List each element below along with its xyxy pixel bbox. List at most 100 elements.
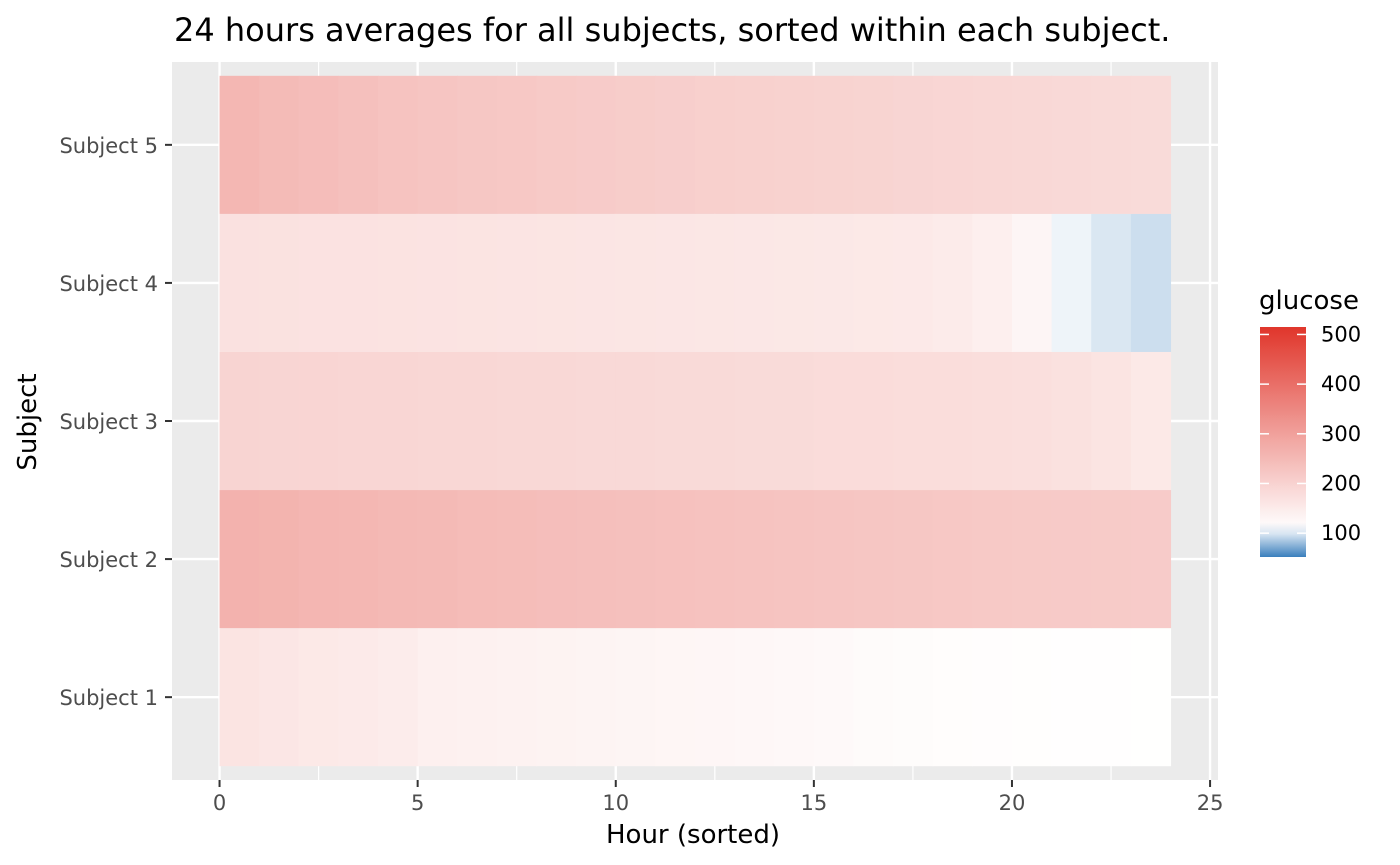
heatmap-tile (298, 490, 340, 629)
heatmap-tile (853, 628, 894, 767)
heatmap-tile (457, 490, 498, 629)
heatmap-tile (893, 213, 934, 352)
heatmap-tile (734, 490, 775, 629)
heatmap-tile (1011, 351, 1053, 491)
heatmap-tile (338, 490, 379, 629)
heatmap-tile (972, 490, 1013, 629)
heatmap-tile (932, 628, 973, 767)
heatmap-tile (853, 351, 894, 491)
heatmap-tile (457, 213, 498, 352)
heatmap-tiles (219, 75, 1172, 767)
heatmap-tile (457, 351, 498, 491)
heatmap-tile (417, 75, 458, 214)
heatmap-tile (496, 351, 538, 491)
heatmap-tile (774, 75, 815, 214)
heatmap-tile (972, 75, 1013, 214)
legend-break-label: 100 (1321, 521, 1361, 545)
heatmap-tile (1091, 75, 1132, 214)
heatmap-tile (1051, 351, 1092, 491)
x-tick-label: 15 (800, 791, 827, 815)
heatmap-tile (298, 351, 340, 491)
x-tick-label: 5 (411, 791, 424, 815)
heatmap-tile (536, 628, 577, 767)
axes: 0 5 10 15 20 25 Subject 1 Subject 2 Subject 3 Sub… (59, 134, 1223, 815)
x-tick-label: 20 (999, 791, 1026, 815)
heatmap-tile (576, 75, 617, 214)
legend-colorbar (1260, 327, 1306, 557)
heatmap-tile (655, 75, 696, 214)
y-tick-label: Subject 5 (59, 134, 158, 158)
x-tick-label: 0 (213, 791, 226, 815)
heatmap-tile (378, 628, 419, 767)
x-axis-label: Hour (sorted) (606, 820, 780, 850)
heatmap-tile (378, 490, 419, 629)
heatmap-tile (417, 213, 458, 352)
heatmap-tile (1011, 628, 1053, 767)
heatmap-tile (1011, 213, 1053, 352)
heatmap-tile (1130, 628, 1172, 767)
heatmap-tile (695, 628, 736, 767)
heatmap-tile (219, 351, 260, 491)
heatmap-tile (774, 351, 815, 491)
heatmap-tile (932, 213, 973, 352)
heatmap-tile (932, 75, 973, 214)
heatmap-tile (972, 351, 1013, 491)
heatmap-tile (893, 351, 934, 491)
heatmap-tile (1051, 628, 1092, 767)
heatmap-tile (536, 351, 577, 491)
heatmap-tile (615, 75, 656, 214)
heatmap-tile (496, 213, 538, 352)
heatmap-tile (1011, 490, 1053, 629)
heatmap-tile (576, 628, 617, 767)
heatmap-tile (655, 351, 696, 491)
heatmap-tile (813, 628, 855, 767)
heatmap-tile (536, 490, 577, 629)
heatmap-tile (259, 351, 300, 491)
heatmap-tile (734, 213, 775, 352)
heatmap-tile (893, 75, 934, 214)
heatmap-tile (655, 490, 696, 629)
x-tick-label: 25 (1197, 791, 1224, 815)
heatmap-tile (417, 628, 458, 767)
heatmap-tile (576, 490, 617, 629)
heatmap-tile (734, 351, 775, 491)
heatmap-tile (1130, 351, 1172, 491)
heatmap-tile (1051, 490, 1092, 629)
heatmap-tile (259, 213, 300, 352)
heatmap-tile (338, 75, 379, 214)
heatmap-tile (1130, 490, 1172, 629)
legend-break-label: 400 (1321, 372, 1361, 396)
heatmap-tile (615, 490, 656, 629)
heatmap-tile (536, 75, 577, 214)
heatmap-tile (259, 490, 300, 629)
y-tick-label: Subject 1 (59, 686, 158, 710)
heatmap-tile (695, 75, 736, 214)
heatmap-tile (1091, 490, 1132, 629)
heatmap-tile (576, 213, 617, 352)
heatmap-tile (298, 628, 340, 767)
heatmap-tile (219, 213, 260, 352)
heatmap-tile (813, 213, 855, 352)
heatmap-tile (338, 351, 379, 491)
color-legend: glucose 100 200 300 400 500 (1259, 286, 1361, 557)
heatmap-tile (1011, 75, 1053, 214)
heatmap-tile (219, 628, 260, 767)
heatmap-tile (972, 213, 1013, 352)
heatmap-tile (496, 628, 538, 767)
heatmap-tile (893, 628, 934, 767)
heatmap-tile (378, 75, 419, 214)
heatmap-tile (259, 75, 300, 214)
chart-title: 24 hours averages for all subjects, sort… (174, 11, 1170, 49)
heatmap-tile (496, 75, 538, 214)
heatmap-tile (695, 490, 736, 629)
heatmap-tile (932, 490, 973, 629)
heatmap-tile (298, 213, 340, 352)
heatmap-tile (1051, 75, 1092, 214)
heatmap-tile (457, 75, 498, 214)
heatmap-tile (576, 351, 617, 491)
heatmap-tile (219, 75, 260, 214)
heatmap-tile (338, 213, 379, 352)
y-tick-label: Subject 3 (59, 410, 158, 434)
heatmap-tile (695, 213, 736, 352)
